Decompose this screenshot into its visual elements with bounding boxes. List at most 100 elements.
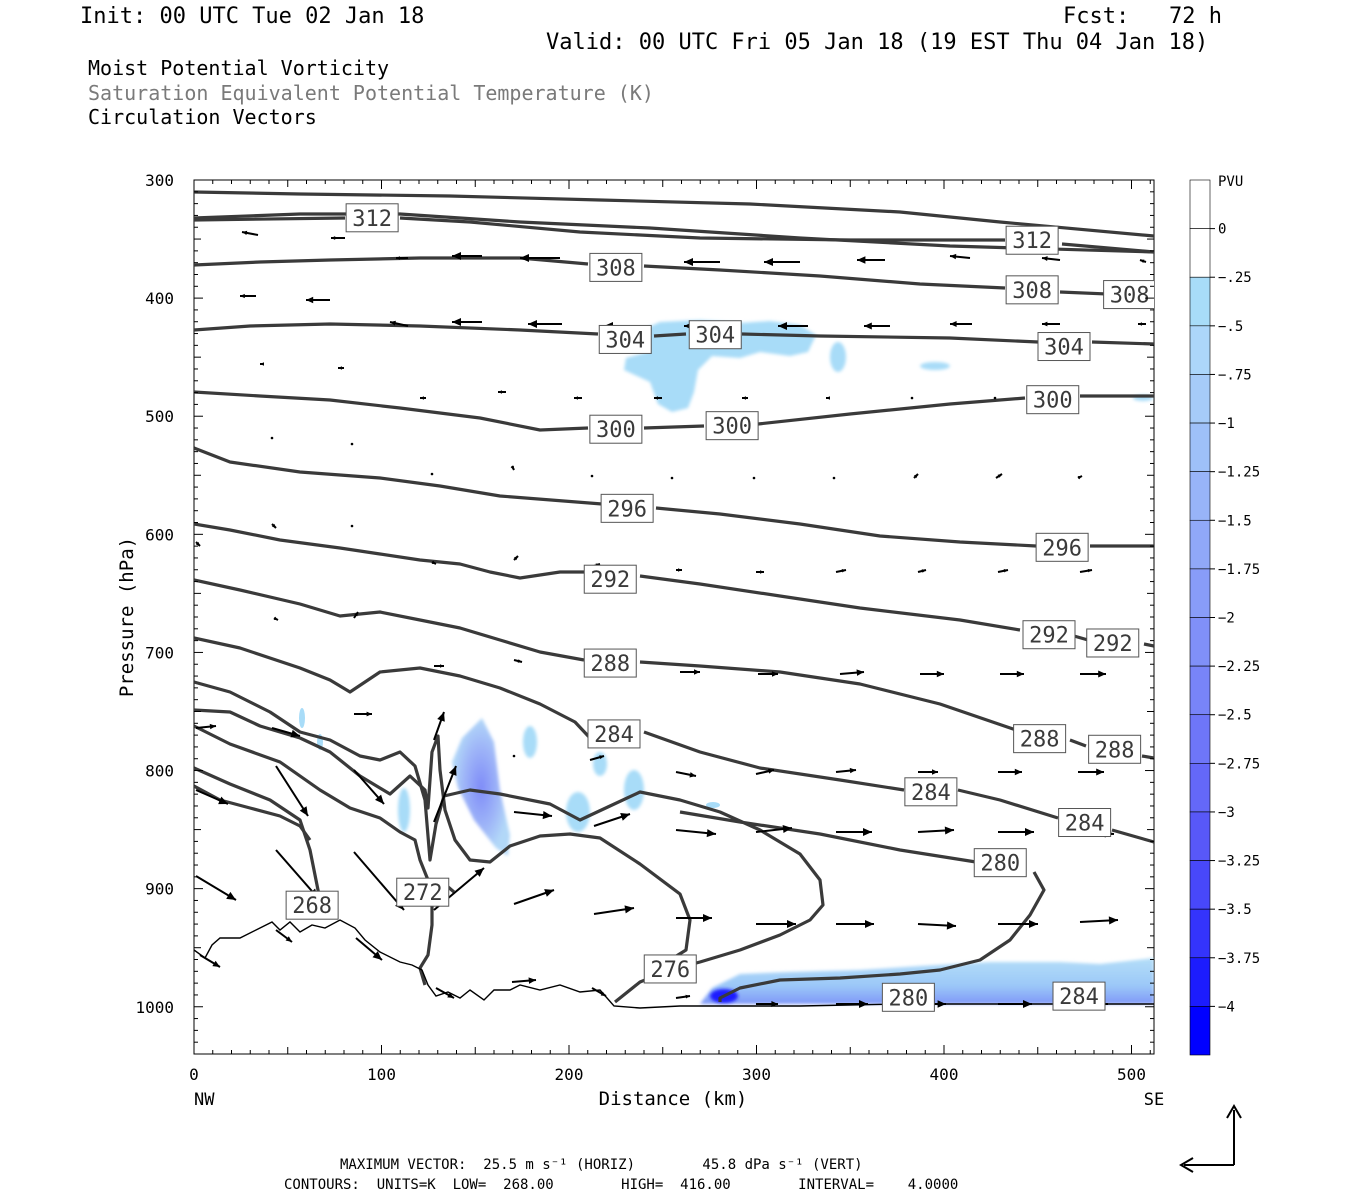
circulation-vector <box>513 555 519 561</box>
circulation-vector <box>241 230 259 236</box>
contour-label: 312 <box>345 203 399 233</box>
circulation-vector <box>1138 322 1146 326</box>
contour-label-text: 276 <box>650 958 690 983</box>
circulation-vector <box>758 671 778 677</box>
circulation-vector <box>864 322 890 330</box>
colorbar-bin <box>1189 860 1211 910</box>
circulation-vector <box>354 711 372 717</box>
circulation-vector <box>1042 321 1060 327</box>
contour-label: 308 <box>1103 280 1154 310</box>
colorbar-label: −1.25 <box>1218 465 1260 481</box>
x-tick-label: 200 <box>555 1065 584 1084</box>
colorbar-label: −1 <box>1218 416 1235 432</box>
circulation-vector <box>1077 475 1083 480</box>
contour-312 <box>194 216 1154 254</box>
contour-label-text: 288 <box>1020 728 1060 753</box>
contour-label: 308 <box>1005 275 1059 305</box>
colorbar-bin <box>1189 811 1211 861</box>
y-tick-label: 600 <box>145 525 174 544</box>
colorbar-label: 0 <box>1218 222 1226 238</box>
colorbar-label: −3.5 <box>1218 902 1252 918</box>
circulation-vector <box>857 256 885 264</box>
circulation-vector <box>778 321 808 331</box>
colorbar-bin <box>1189 276 1211 327</box>
circulation-vector <box>431 560 437 565</box>
colorbar-bin <box>1189 714 1211 764</box>
contour-label-text: 288 <box>590 652 630 677</box>
circulation-vector <box>195 541 201 547</box>
circulation-vector <box>199 954 221 968</box>
theta-es-contours <box>194 190 1154 1004</box>
circulation-vector <box>756 1001 778 1007</box>
circulation-vector <box>756 919 796 929</box>
contour-292 <box>194 522 1154 648</box>
contour-316 <box>194 190 1154 238</box>
y-tick-label: 700 <box>145 643 174 662</box>
x-tick-label: 100 <box>367 1065 396 1084</box>
contour-label: 284 <box>1052 981 1106 1011</box>
contour-label-text: 300 <box>596 418 636 443</box>
colorbar-label: −.25 <box>1218 270 1252 286</box>
colorbar-bin <box>1189 568 1211 618</box>
circulation-vector <box>1139 259 1147 263</box>
contour-label-text: 288 <box>1095 738 1135 763</box>
circulation-vector <box>998 999 1032 1009</box>
circulation-vector <box>512 754 516 758</box>
valid-time: Valid: 00 UTC Fri 05 Jan 18 (19 EST Thu … <box>546 30 1209 55</box>
contour-label-text: 284 <box>911 781 951 806</box>
field-title-thetaes: Saturation Equivalent Potential Temperat… <box>88 81 654 105</box>
circulation-vector <box>1041 256 1061 262</box>
contour-304 <box>194 322 1154 346</box>
circulation-vector <box>675 994 691 999</box>
circulation-vector <box>275 765 309 817</box>
circulation-vector <box>835 569 847 573</box>
contour-300 <box>194 390 1154 432</box>
contour-296 <box>194 446 1154 548</box>
contour-label: 284 <box>1058 808 1112 838</box>
contour-label: 284 <box>587 719 641 749</box>
pv-area-small-4 <box>523 726 537 758</box>
y-axis-title: Pressure (hPa) <box>116 537 138 697</box>
circulation-vector <box>836 827 872 837</box>
circulation-vector <box>589 755 605 761</box>
contour-label-text: 292 <box>1029 624 1069 649</box>
contour-label: 288 <box>1013 724 1067 754</box>
circulation-vector <box>995 473 1003 479</box>
circulation-vector <box>917 826 955 835</box>
circulation-vector <box>654 396 662 400</box>
contour-label-text: 304 <box>1044 336 1084 361</box>
contour-label: 292 <box>1086 628 1140 658</box>
colorbar-bin <box>1189 908 1211 959</box>
circulation-vector <box>826 396 830 400</box>
pv-area-small-3 <box>398 788 410 832</box>
contour-label: 296 <box>1035 532 1089 562</box>
circulation-vector <box>675 829 717 838</box>
circulation-vector <box>835 767 857 774</box>
circulation-vector <box>420 396 426 400</box>
contour-label-text: 280 <box>980 852 1020 877</box>
reference-vector <box>1179 1104 1242 1173</box>
circulation-vector <box>755 768 775 775</box>
init-time: Init: 00 UTC Tue 02 Jan 18 <box>80 4 425 29</box>
circulation-vector <box>513 659 523 663</box>
colorbar-bin <box>1189 617 1211 667</box>
circulation-vector <box>389 320 409 327</box>
contour-label-text: 284 <box>1059 985 1099 1010</box>
contour-label-text: 292 <box>590 568 630 593</box>
circulation-vector <box>684 257 720 267</box>
contour-label-text: 300 <box>712 415 752 440</box>
circulation-vector <box>513 811 553 820</box>
x-axis-title: Distance (km) <box>599 1088 748 1110</box>
circulation-vector <box>917 921 957 930</box>
colorbar-bin <box>1189 374 1211 424</box>
contour-label: 292 <box>583 564 637 594</box>
contour-label: 296 <box>600 493 654 523</box>
circulation-vector <box>510 465 515 471</box>
circulation-vector <box>271 523 277 529</box>
circulation-vector <box>574 396 582 400</box>
contour-280 <box>194 680 1046 1004</box>
pv-area-small-7 <box>624 770 644 810</box>
pv-surface-layer <box>700 958 1154 1004</box>
contour-label: 280 <box>973 848 1027 878</box>
x-tick-label: 300 <box>742 1065 771 1084</box>
